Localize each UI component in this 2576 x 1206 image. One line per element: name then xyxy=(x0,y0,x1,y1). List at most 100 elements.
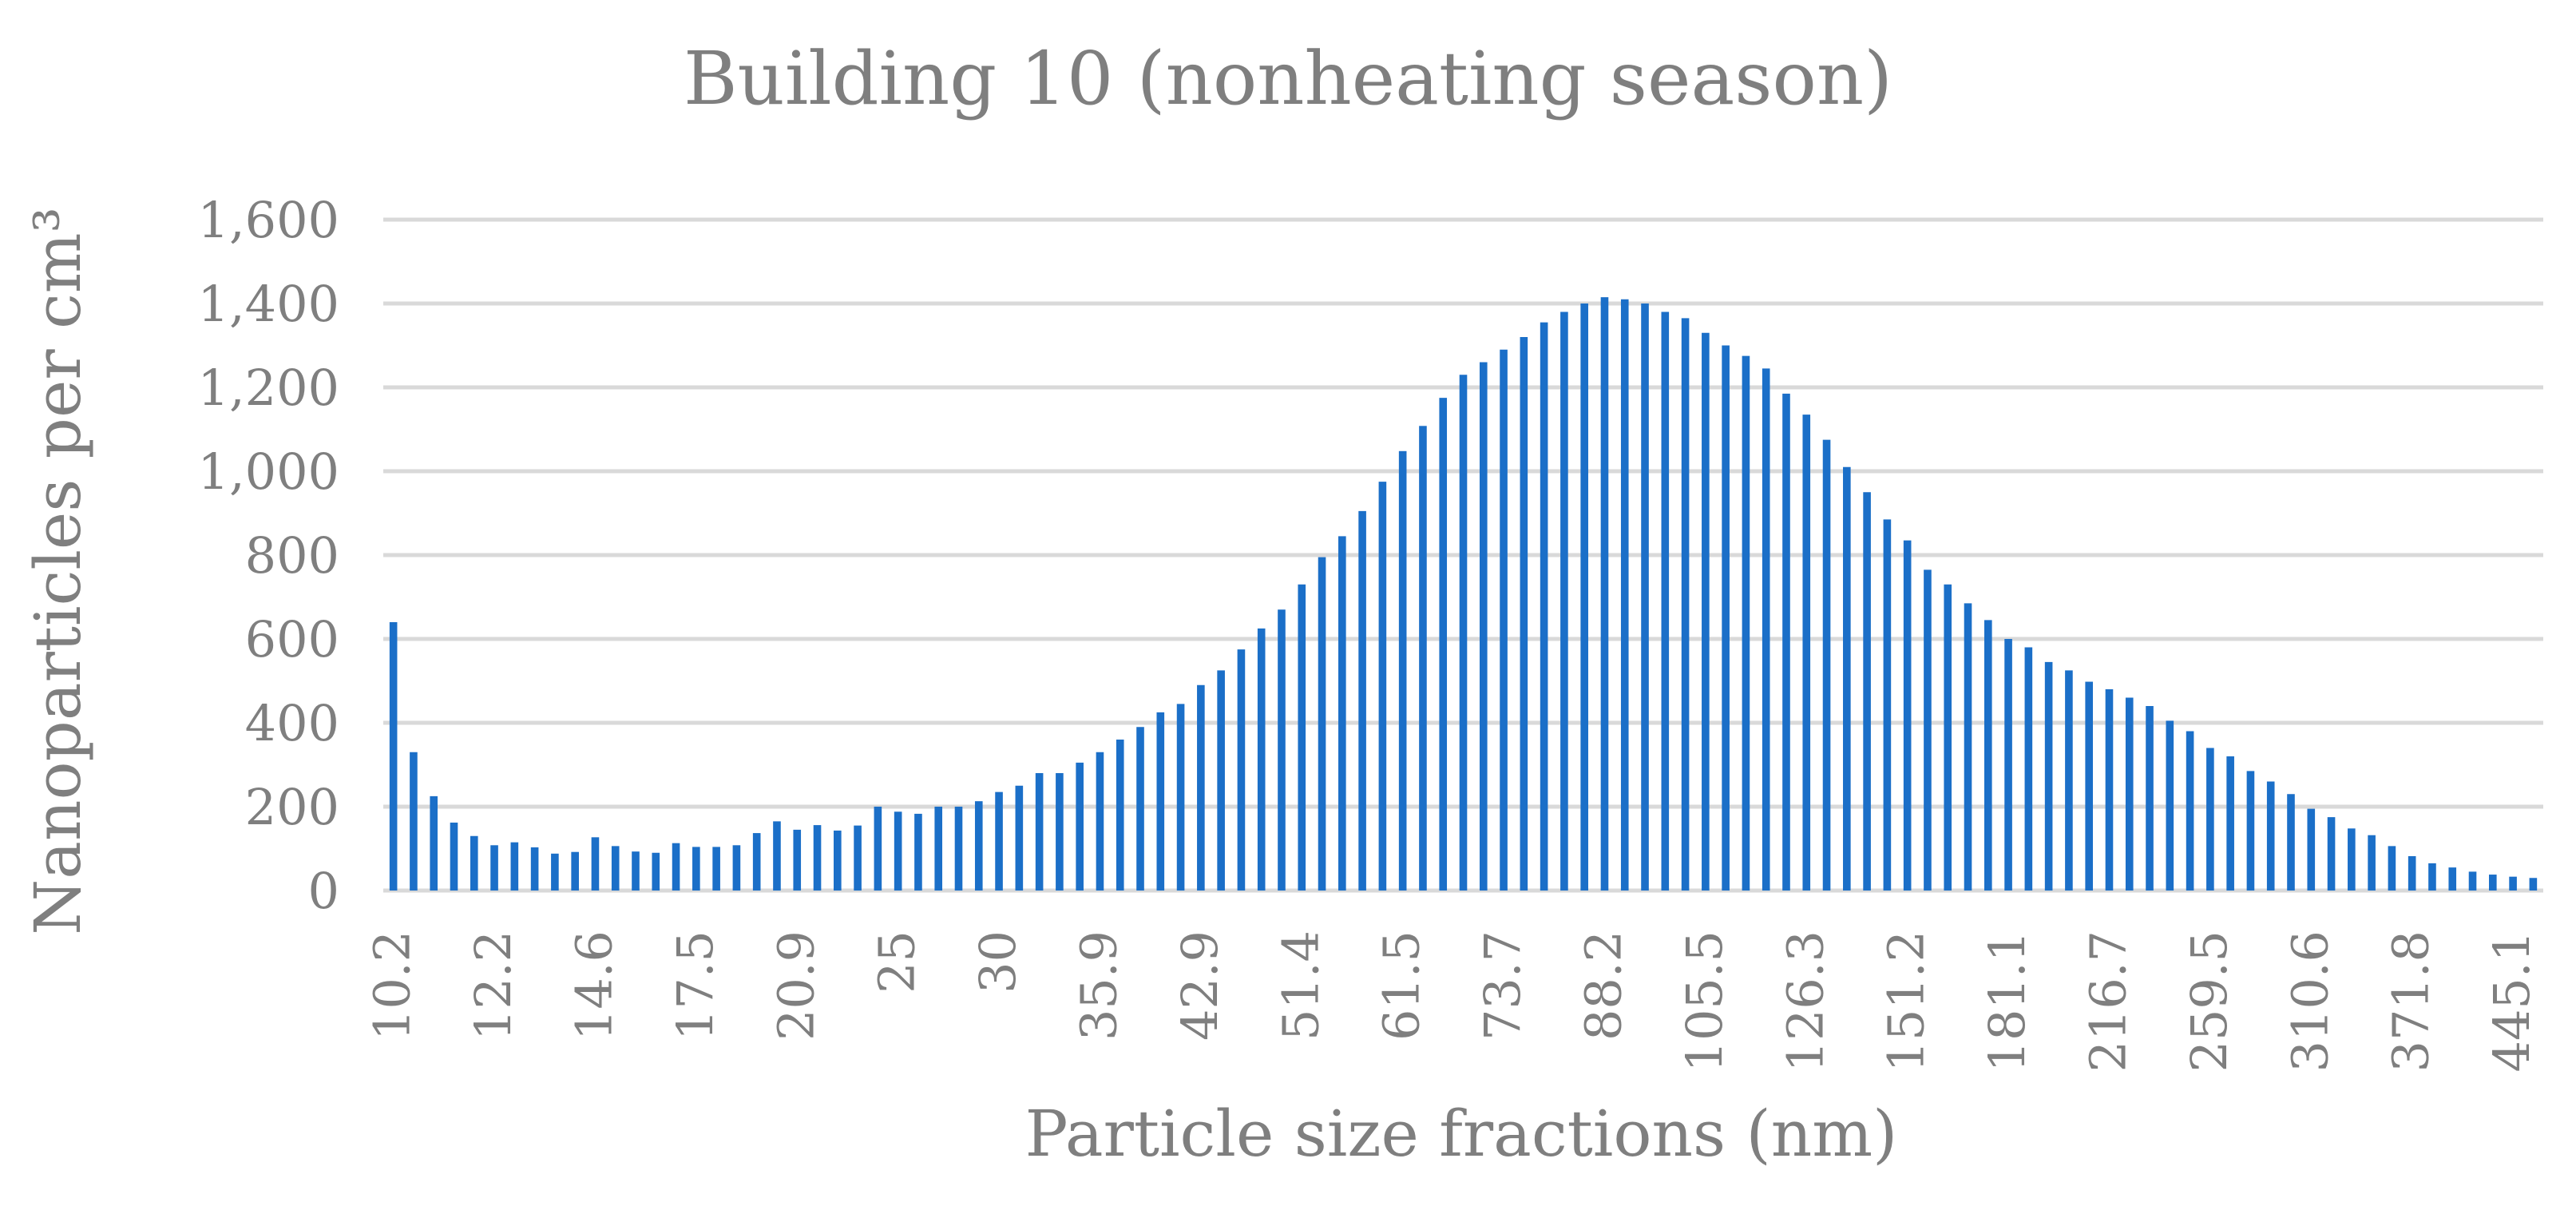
bar xyxy=(2368,835,2376,891)
bar xyxy=(1762,368,1770,891)
bar xyxy=(2024,647,2033,891)
bar xyxy=(1439,398,1448,891)
bar xyxy=(1479,362,1488,891)
bar xyxy=(2206,748,2214,891)
bar xyxy=(1237,649,1246,891)
bar xyxy=(1378,482,1387,891)
bar xyxy=(490,845,498,891)
bar xyxy=(2489,875,2497,891)
bar xyxy=(914,813,922,891)
bar xyxy=(1822,439,1831,891)
bar xyxy=(1681,318,1690,891)
x-tick-label: 30 xyxy=(969,930,1027,994)
bar xyxy=(672,843,680,891)
bar xyxy=(1802,415,1811,891)
bar xyxy=(1661,311,1670,891)
bar xyxy=(1742,355,1750,891)
bar xyxy=(2186,731,2194,891)
x-tick-label: 51.4 xyxy=(1271,930,1330,1041)
bar xyxy=(1257,628,1266,891)
bar xyxy=(1540,322,1548,891)
bar xyxy=(1964,603,1972,891)
bar xyxy=(813,825,822,891)
x-tick-label: 35.9 xyxy=(1069,930,1127,1041)
bar xyxy=(1702,332,1710,891)
bar xyxy=(1459,375,1468,891)
x-tick-label: 10.2 xyxy=(363,930,422,1041)
bar xyxy=(2065,670,2073,891)
y-tick-label: 1,600 xyxy=(198,191,340,249)
x-axis-ticks: 10.2 12.2 14.6 17.5 20.9 25 30 35.9 42.9 51.4 61.5… xyxy=(363,930,2541,1073)
bar xyxy=(752,833,761,891)
x-tick-label: 88.2 xyxy=(1574,930,1632,1041)
bar xyxy=(2287,794,2295,891)
bar xyxy=(2327,817,2336,891)
bar xyxy=(1318,557,1326,891)
bar xyxy=(1217,670,1225,891)
bar xyxy=(470,835,478,891)
x-tick-label: 181.1 xyxy=(1978,930,2036,1073)
bar xyxy=(1500,349,1508,891)
bar xyxy=(2529,878,2538,891)
bar xyxy=(1015,785,1024,891)
bar xyxy=(2388,846,2396,891)
bar xyxy=(2266,781,2275,891)
y-tick-label: 200 xyxy=(245,778,339,836)
bar xyxy=(1176,704,1185,891)
bar xyxy=(1580,303,1588,891)
x-tick-label: 126.3 xyxy=(1776,930,1834,1073)
bar xyxy=(1722,345,1730,891)
y-axis-title: Nanoparticles per cm³ xyxy=(21,207,95,934)
y-tick-label: 1,400 xyxy=(198,275,340,333)
bar xyxy=(1843,466,1851,891)
bar xyxy=(510,842,519,891)
bar xyxy=(2044,661,2053,891)
bar xyxy=(1076,762,1084,891)
x-tick-label: 61.5 xyxy=(1373,930,1431,1041)
bar xyxy=(2348,828,2356,891)
x-tick-label: 73.7 xyxy=(1473,930,1532,1041)
y-tick-label: 1,200 xyxy=(198,359,340,417)
bar xyxy=(874,807,882,891)
bar xyxy=(732,845,741,891)
bar xyxy=(1156,712,1165,891)
bar xyxy=(934,807,943,891)
x-tick-label: 216.7 xyxy=(2079,930,2137,1073)
chart-title: Building 10 (nonheating season) xyxy=(684,36,1892,121)
bar xyxy=(1863,492,1871,891)
bar xyxy=(1560,311,1568,891)
bar xyxy=(2408,855,2416,891)
x-tick-label: 259.5 xyxy=(2180,930,2238,1073)
y-tick-label: 0 xyxy=(308,862,339,920)
bar xyxy=(1035,773,1044,891)
bar xyxy=(1782,393,1790,891)
y-axis-ticks: 0 200 400 600 800 1,000 1,200 1,400 1,600 xyxy=(198,191,340,920)
bar xyxy=(2428,863,2436,891)
bar xyxy=(854,825,862,891)
bar xyxy=(954,807,963,891)
bar xyxy=(1419,426,1427,891)
bar xyxy=(551,853,559,891)
bar xyxy=(1984,620,1992,891)
x-axis-title: Particle size fractions (nm) xyxy=(1025,1097,1898,1171)
x-tick-label: 105.5 xyxy=(1675,930,1734,1073)
bar xyxy=(793,829,802,891)
x-tick-label: 17.5 xyxy=(666,930,724,1041)
bar xyxy=(1924,569,1932,891)
bar xyxy=(2246,771,2255,891)
bar xyxy=(1197,684,1205,891)
bar xyxy=(1298,584,1306,891)
bar xyxy=(1620,299,1629,891)
bar xyxy=(1096,752,1104,891)
bar xyxy=(834,830,842,891)
x-tick-label: 14.6 xyxy=(565,930,623,1041)
bar xyxy=(611,846,620,891)
bar xyxy=(1278,609,1286,891)
bar xyxy=(1338,536,1346,891)
bar xyxy=(2307,808,2316,891)
bar xyxy=(712,847,720,891)
bar xyxy=(1903,540,1912,891)
bar xyxy=(632,851,640,891)
x-tick-label: 25 xyxy=(868,930,926,994)
